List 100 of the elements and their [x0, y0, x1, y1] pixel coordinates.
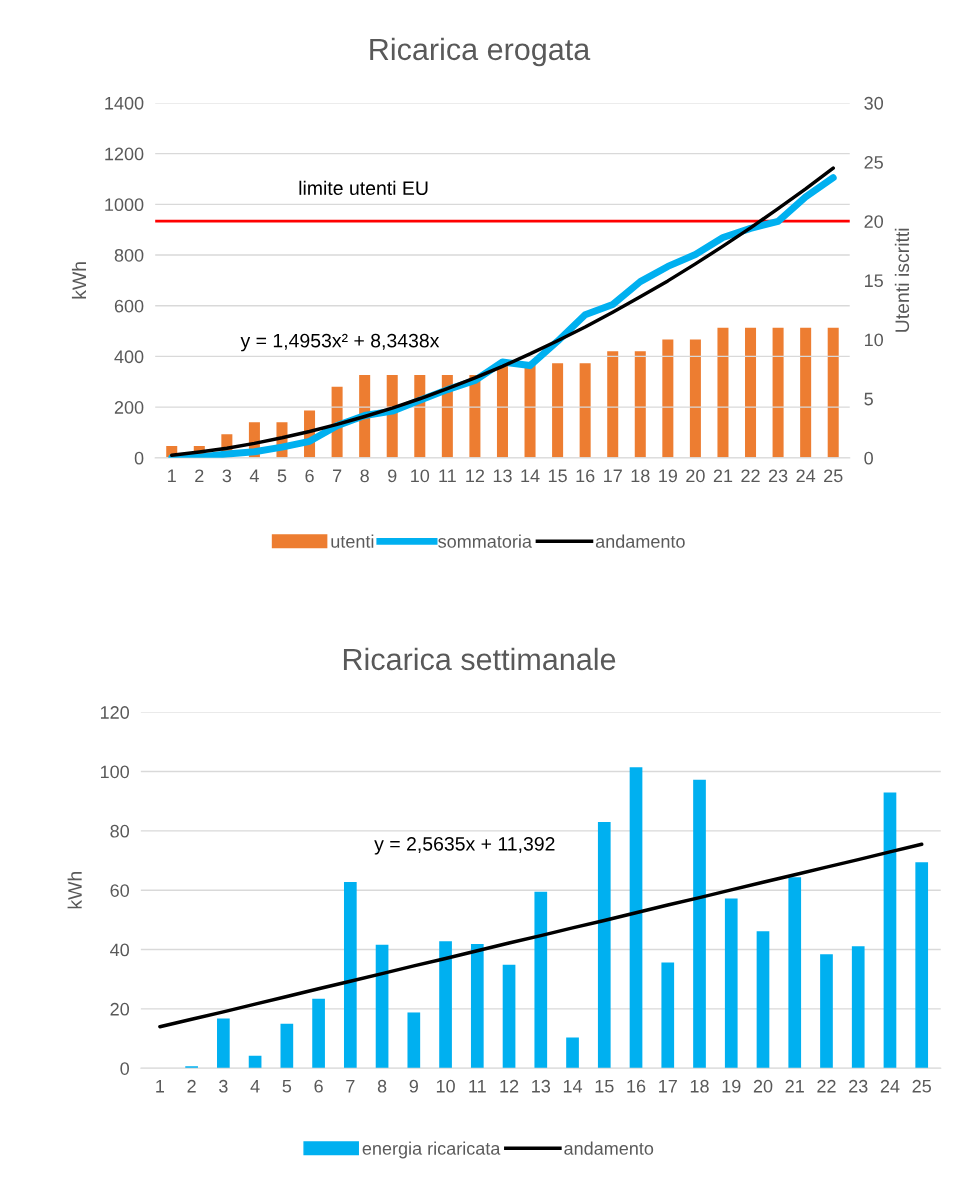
y2-tick-label: 30 [864, 96, 884, 110]
bar [661, 962, 675, 1069]
y-tick-label: 1000 [105, 198, 144, 212]
x-tick-label: 22 [741, 469, 760, 483]
legend-label: energia ricaricata [362, 1141, 501, 1159]
x-tick-label: 11 [439, 469, 456, 483]
x-tick-label: 3 [219, 1079, 228, 1093]
y-tick-label: 20 [110, 1002, 130, 1016]
x-tick-label: 7 [333, 469, 342, 483]
x-tick-label: 24 [796, 469, 816, 483]
x-tick-label: 19 [659, 469, 678, 483]
annotation: y = 2,5635x + 11,392 [374, 836, 555, 855]
x-tick-label: 13 [493, 469, 512, 483]
x-tick-label: 5 [282, 1080, 292, 1093]
bar [597, 821, 611, 1069]
y-tick-label: 200 [114, 401, 144, 414]
bar [217, 1018, 230, 1069]
bar [915, 862, 929, 1069]
x-tick-label: 21 [785, 1079, 804, 1093]
x-tick-label: 14 [563, 1080, 583, 1093]
y2-tick-label: 10 [865, 333, 884, 347]
bar [629, 767, 643, 1069]
x-tick-label: 9 [409, 1079, 418, 1093]
bar [717, 327, 729, 458]
x-tick-label: 16 [576, 469, 595, 483]
y2-tick-label: 5 [864, 392, 873, 406]
x-tick-label: 4 [250, 1080, 260, 1093]
bar [496, 363, 508, 458]
bar [745, 327, 757, 458]
bar [502, 964, 516, 1069]
x-tick-label: 10 [436, 1079, 455, 1093]
bar [662, 339, 674, 458]
bar [800, 327, 812, 458]
x-tick-label: 11 [469, 1080, 486, 1093]
bar [634, 351, 646, 458]
bar [851, 946, 865, 1069]
legend-label: andamento [595, 534, 685, 548]
bar [375, 944, 389, 1069]
x-tick-label: 8 [377, 1079, 387, 1093]
y-axis-title: kWh [67, 872, 82, 909]
x-tick-label: 25 [912, 1079, 931, 1093]
bar [607, 351, 619, 458]
x-tick-label: 4 [249, 469, 259, 483]
bar [827, 327, 839, 458]
x-tick-label: 25 [824, 469, 843, 483]
y-tick-label: 1200 [105, 147, 144, 161]
bar [689, 339, 701, 458]
y-tick-label: 100 [100, 765, 130, 779]
x-tick-label: 17 [659, 1080, 677, 1093]
bar [534, 891, 548, 1069]
x-tick-label: 20 [753, 1079, 773, 1093]
x-tick-label: 15 [595, 1080, 614, 1093]
chart-title: Ricarica erogata [370, 37, 591, 67]
bar [756, 931, 770, 1069]
legend-label: utenti [331, 534, 374, 548]
x-tick-label: 10 [411, 469, 430, 483]
legend-label: andamento [564, 1141, 654, 1155]
bar [772, 327, 784, 458]
y-tick-label: 0 [120, 1062, 130, 1075]
x-tick-label: 12 [500, 1079, 519, 1093]
x-tick-label: 23 [849, 1079, 868, 1093]
bar [470, 943, 484, 1069]
y-tick-label: 800 [114, 248, 144, 262]
legend-label: sommatoria [438, 534, 532, 548]
bar [185, 1066, 198, 1069]
x-tick-label: 19 [722, 1079, 741, 1093]
x-tick-label: 12 [466, 469, 485, 483]
x-tick-label: 20 [686, 469, 705, 483]
x-tick-label: 3 [222, 469, 232, 483]
x-tick-label: 18 [631, 469, 650, 483]
y-tick-label: 60 [110, 884, 130, 897]
y-tick-label: 400 [114, 350, 144, 364]
x-tick-label: 22 [817, 1079, 836, 1093]
y-tick-label: 120 [100, 706, 130, 719]
y-tick-label: 80 [110, 824, 130, 838]
x-tick-label: 21 [713, 469, 733, 483]
x-tick-label: 9 [388, 469, 397, 483]
x-tick-label: 2 [187, 1079, 196, 1093]
x-tick-label: 15 [548, 469, 567, 483]
x-tick-label: 23 [768, 469, 788, 483]
bar [280, 1023, 294, 1069]
bar [343, 881, 357, 1069]
bar [724, 898, 738, 1069]
bar [566, 1037, 579, 1069]
bar [820, 954, 833, 1069]
y-tick-label: 40 [110, 943, 130, 957]
x-tick-label: 13 [532, 1079, 551, 1093]
bar [788, 877, 802, 1069]
y-axis-title: kWh [71, 262, 86, 299]
x-tick-label: 1 [156, 1080, 165, 1093]
bar [579, 363, 591, 458]
y2-tick-label: 20 [864, 215, 884, 228]
bar [407, 1012, 421, 1069]
x-tick-label: 6 [305, 469, 314, 483]
x-tick-label: 17 [604, 469, 622, 483]
x-tick-label: 16 [627, 1079, 646, 1093]
y2-axis-title: Utenti iscritti [894, 228, 910, 332]
y-tick-label: 600 [114, 299, 144, 313]
y-tick-label: 0 [134, 451, 144, 465]
y2-tick-label: 0 [864, 451, 873, 465]
